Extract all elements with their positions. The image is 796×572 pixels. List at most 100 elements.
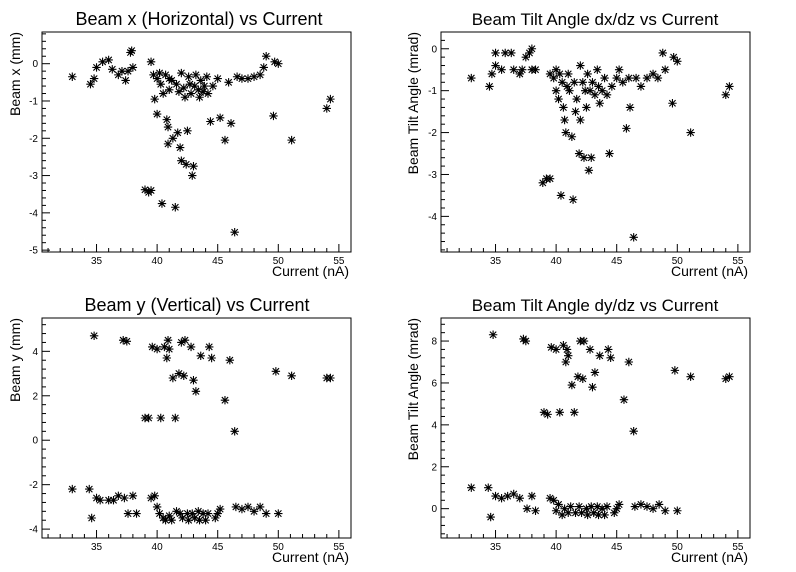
data-point: [491, 48, 500, 58]
data-point: [161, 516, 170, 525]
data-point: [527, 491, 537, 501]
data-point: [467, 73, 476, 83]
data-point: [593, 502, 602, 511]
data-point: [554, 94, 563, 104]
data-point: [171, 203, 180, 212]
data-point: [509, 65, 518, 74]
data-point: [198, 87, 208, 96]
data-point: [572, 94, 581, 104]
data-point: [326, 373, 335, 383]
data-point: [497, 65, 506, 74]
data-point: [630, 502, 640, 511]
x-tick-label: 40: [152, 256, 164, 267]
y-tick-label: -3: [29, 171, 38, 182]
data-point: [585, 86, 595, 95]
data-point: [577, 508, 586, 518]
data-point: [191, 387, 201, 396]
data-point: [561, 128, 571, 137]
data-point: [556, 191, 566, 200]
data-points: [467, 330, 734, 522]
data-point: [322, 104, 331, 113]
data-point: [549, 73, 558, 83]
data-point: [582, 504, 591, 513]
axis-ticks: 35 40 45 50 55 4 2 0 -2 -4: [29, 324, 352, 553]
data-point: [156, 80, 165, 89]
data-point: [183, 126, 192, 136]
y-tick-label: 8: [431, 337, 437, 348]
x-tick-label: 55: [333, 542, 345, 553]
data-point: [146, 57, 156, 67]
data-point: [600, 73, 609, 83]
data-point: [261, 509, 271, 518]
x-tick-label: 55: [732, 542, 744, 553]
data-point: [206, 117, 215, 126]
data-point: [261, 52, 271, 61]
data-point: [594, 82, 603, 91]
x-tick-label: 35: [490, 256, 502, 267]
data-point: [326, 94, 335, 104]
data-point: [92, 493, 101, 503]
data-point: [636, 82, 646, 91]
data-point: [146, 186, 156, 195]
data-point: [230, 427, 239, 436]
data-point: [551, 506, 561, 515]
plot-frame: [440, 317, 751, 539]
data-point: [165, 344, 174, 354]
data-point: [155, 509, 164, 518]
data-point: [200, 81, 209, 91]
data-point: [177, 156, 186, 165]
data-point: [568, 195, 578, 204]
y-tick-label: 0: [431, 504, 437, 515]
data-point: [255, 70, 265, 80]
data-point: [163, 122, 173, 132]
data-point: [570, 78, 579, 87]
data-points: [467, 44, 734, 242]
data-point: [522, 504, 532, 513]
x-tick-label: 55: [732, 256, 744, 267]
data-point: [501, 48, 510, 58]
data-point: [146, 493, 156, 503]
data-point: [669, 52, 678, 62]
data-point: [104, 496, 113, 505]
data-point: [184, 516, 193, 525]
data-point: [128, 63, 138, 72]
data-point: [152, 344, 162, 354]
data-point: [213, 74, 222, 83]
data-point: [271, 367, 281, 376]
data-point: [583, 510, 592, 520]
data-point: [274, 59, 283, 68]
data-point: [725, 82, 734, 91]
y-tick-label: -2: [29, 480, 38, 491]
data-point: [487, 69, 497, 79]
data-point: [158, 89, 168, 98]
data-point: [149, 70, 158, 80]
data-point: [642, 73, 652, 83]
x-tick-label: 50: [672, 542, 684, 553]
data-point: [579, 336, 589, 346]
data-point: [232, 72, 242, 81]
data-point: [624, 73, 634, 83]
data-point: [180, 336, 190, 345]
data-point: [557, 510, 567, 520]
data-point: [190, 81, 199, 91]
data-point: [162, 115, 172, 124]
data-point: [208, 81, 218, 91]
data-point: [190, 513, 199, 523]
data-point: [211, 513, 220, 523]
data-point: [172, 507, 181, 516]
panel-beam-y: Beam y (Vertical) vs Current 35 40 45 50 554…: [7, 295, 352, 565]
data-point: [168, 134, 178, 143]
data-point: [619, 395, 629, 404]
data-point: [566, 502, 575, 511]
data-point: [648, 504, 658, 513]
data-point: [152, 74, 162, 83]
data-point: [543, 410, 552, 419]
data-point: [588, 382, 597, 392]
data-point: [191, 70, 201, 80]
data-point: [152, 109, 162, 119]
data-point: [161, 70, 170, 80]
data-point: [160, 342, 169, 352]
y-tick-label: 4: [32, 347, 38, 358]
data-point: [604, 345, 613, 354]
data-point: [531, 65, 540, 74]
